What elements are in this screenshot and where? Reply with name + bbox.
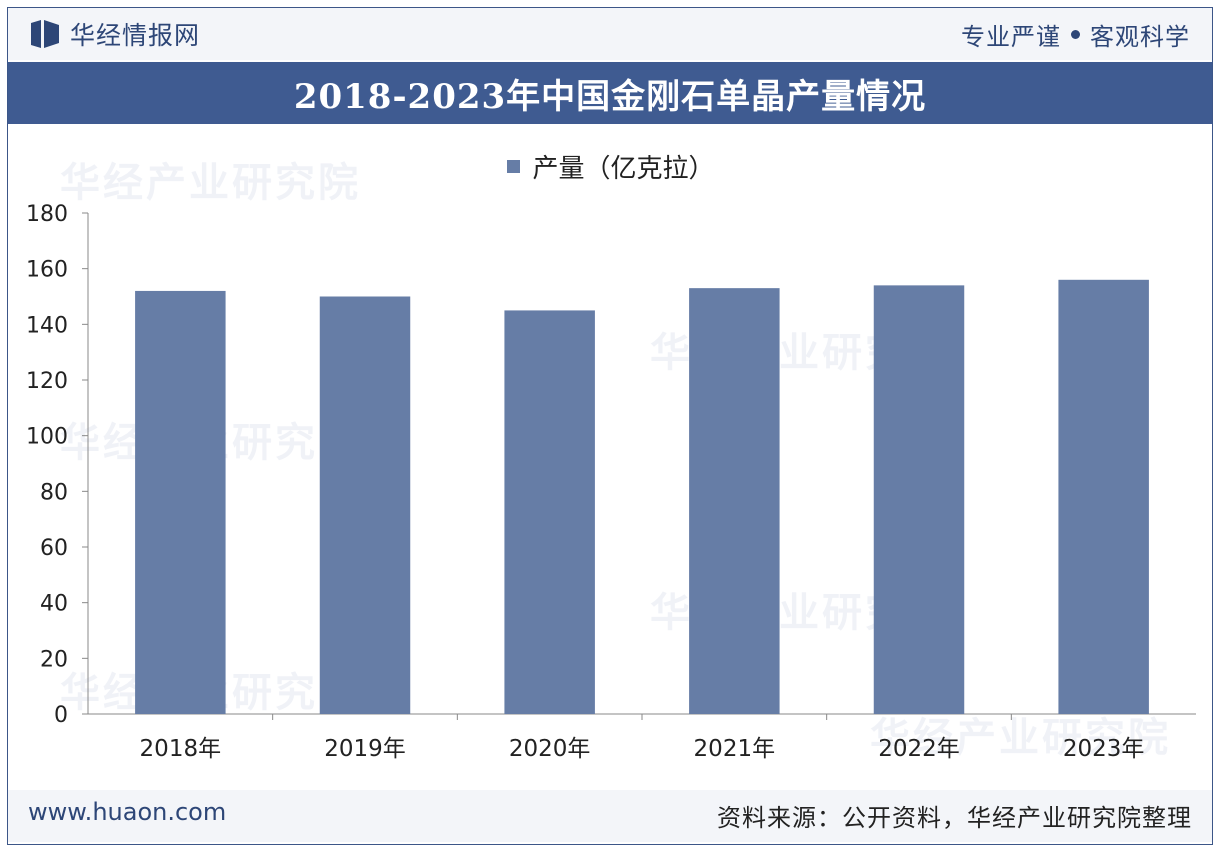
footer-bar: www.huaon.com 资料来源：公开资料，华经产业研究院整理	[8, 790, 1212, 842]
chart-title: 2018-2023年中国金刚石单晶产量情况	[293, 76, 927, 117]
brand[interactable]: 华经情报网	[30, 18, 200, 50]
bar[interactable]	[319, 296, 411, 715]
x-tick-label: 2021年	[694, 736, 776, 762]
bar[interactable]	[1058, 279, 1149, 714]
x-tick-label: 2020年	[509, 736, 591, 762]
watermark: 华经产业研究院	[60, 160, 361, 206]
y-tick-label: 160	[26, 258, 68, 283]
y-tick-label: 60	[40, 536, 68, 561]
motto-dot-icon	[1071, 29, 1080, 39]
watermark: 华经产业研究院	[870, 715, 1171, 761]
y-tick-label: 100	[26, 425, 68, 450]
title-bar: 2018-2023年中国金刚石单晶产量情况	[8, 62, 1212, 124]
chart-legend: 产量（亿克拉）	[0, 148, 1222, 185]
motto-left: 专业严谨	[961, 22, 1061, 51]
site-url[interactable]: www.huaon.com	[28, 798, 227, 826]
y-tick-label: 120	[26, 369, 68, 394]
source-note: 资料来源：公开资料，华经产业研究院整理	[717, 804, 1192, 832]
y-tick-label: 80	[40, 480, 68, 505]
bar[interactable]	[135, 290, 226, 714]
huajing-logo-icon	[31, 20, 59, 48]
x-tick-label: 2023年	[1063, 736, 1145, 762]
header-bar: 华经情报网 专业严谨 客观科学	[8, 8, 1212, 60]
y-tick-label: 0	[54, 703, 68, 728]
legend-swatch	[507, 160, 521, 173]
motto: 专业严谨 客观科学	[961, 18, 1190, 51]
y-tick-label: 180	[26, 202, 68, 227]
y-tick-label: 140	[26, 313, 68, 338]
x-tick-label: 2022年	[878, 736, 960, 762]
motto-right: 客观科学	[1090, 22, 1190, 51]
legend-label: 产量（亿克拉）	[532, 154, 715, 184]
bar[interactable]	[689, 288, 780, 714]
x-tick-label: 2019年	[324, 736, 406, 762]
bar[interactable]	[504, 310, 595, 714]
brand-name: 华经情报网	[70, 21, 201, 50]
x-tick-label: 2018年	[140, 736, 222, 762]
y-tick-label: 20	[40, 647, 68, 672]
bar[interactable]	[873, 285, 965, 714]
y-tick-label: 40	[40, 592, 68, 617]
